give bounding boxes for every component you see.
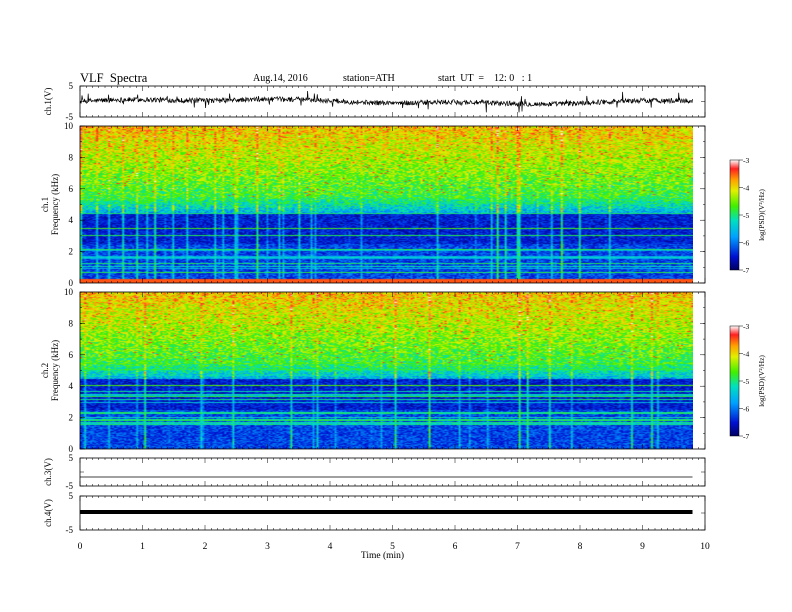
- y-tick-label: 2: [69, 413, 74, 423]
- ch2-spectrogram-image: [80, 292, 693, 449]
- x-tick-label: 10: [700, 542, 710, 552]
- y-axis-label: ch.2: [40, 363, 50, 378]
- header-station: station=ATH: [343, 73, 395, 84]
- y-axis-label: ch.1: [40, 197, 50, 212]
- y-tick-label: 6: [69, 184, 74, 194]
- ch1-waveform-panel: [79, 90, 693, 113]
- x-tick-label: 2: [203, 542, 208, 552]
- colorbar-tick-label: -4: [743, 350, 749, 359]
- x-tick-label: 6: [453, 542, 458, 552]
- y-tick-label: 0: [69, 444, 74, 454]
- y-axis-label: Frequency (kHz): [50, 340, 60, 401]
- y-tick-label: 2: [69, 247, 74, 257]
- y-axis-label: ch.3(V): [43, 458, 53, 486]
- y-tick-label: 6: [69, 350, 74, 360]
- colorbar-tick-label: -6: [743, 405, 749, 414]
- chart-title: VLF Spectra: [80, 71, 148, 85]
- y-tick-label: 10: [64, 287, 74, 297]
- colorbar-label: log(PSD)(V²/Hz): [757, 355, 766, 407]
- y-tick-label: -5: [66, 112, 74, 122]
- y-tick-label: 4: [69, 215, 74, 225]
- colorbar-tick-label: -3: [743, 156, 749, 165]
- y-axis-label: ch.1(V): [43, 88, 53, 116]
- ch1-spectrogram-image: [80, 126, 693, 283]
- y-axis-label: Frequency (kHz): [50, 174, 60, 235]
- y-tick-label: 5: [69, 81, 74, 91]
- x-tick-label: 7: [515, 542, 520, 552]
- header-start-time: start UT = 12: 0 : 1: [438, 73, 533, 84]
- y-tick-label: -5: [66, 481, 74, 491]
- colorbar-tick-label: -6: [743, 239, 749, 248]
- y-tick-label: 0: [69, 278, 74, 288]
- ch2-colorbar: [730, 326, 739, 436]
- colorbar-label: log(PSD)(V²/Hz): [757, 189, 766, 241]
- y-tick-label: 10: [64, 121, 74, 131]
- axes-layer: [79, 85, 743, 531]
- header-date: Aug.14, 2016: [253, 73, 308, 84]
- x-tick-label: 3: [265, 542, 270, 552]
- colorbar-tick-label: -7: [743, 432, 749, 441]
- colorbar-tick-label: -5: [743, 377, 749, 386]
- colorbar-tick-label: -4: [743, 184, 749, 193]
- y-tick-label: 5: [69, 453, 74, 463]
- colorbar-tick-label: -3: [743, 322, 749, 331]
- x-axis-label: Time (min): [361, 550, 404, 561]
- x-tick-label: 5: [390, 542, 395, 552]
- x-tick-label: 0: [78, 542, 83, 552]
- ch1-waveform-trace: [79, 90, 693, 113]
- x-tick-label: 1: [140, 542, 145, 552]
- colorbar-tick-label: -5: [743, 211, 749, 220]
- x-tick-label: 8: [578, 542, 583, 552]
- ch1-colorbar: [730, 160, 739, 270]
- x-tick-label: 4: [328, 542, 333, 552]
- ch2-spectrogram-panel: [80, 292, 693, 449]
- colorbar-tick-label: -7: [743, 266, 749, 275]
- y-tick-label: 8: [69, 152, 74, 162]
- y-tick-label: 4: [69, 381, 74, 391]
- y-axis-label: ch.4(V): [43, 499, 53, 527]
- x-tick-label: 9: [640, 542, 645, 552]
- ch1-spectrogram-panel: [80, 126, 693, 283]
- y-tick-label: -5: [66, 525, 74, 535]
- y-tick-label: 5: [69, 491, 74, 501]
- y-tick-label: 8: [69, 318, 74, 328]
